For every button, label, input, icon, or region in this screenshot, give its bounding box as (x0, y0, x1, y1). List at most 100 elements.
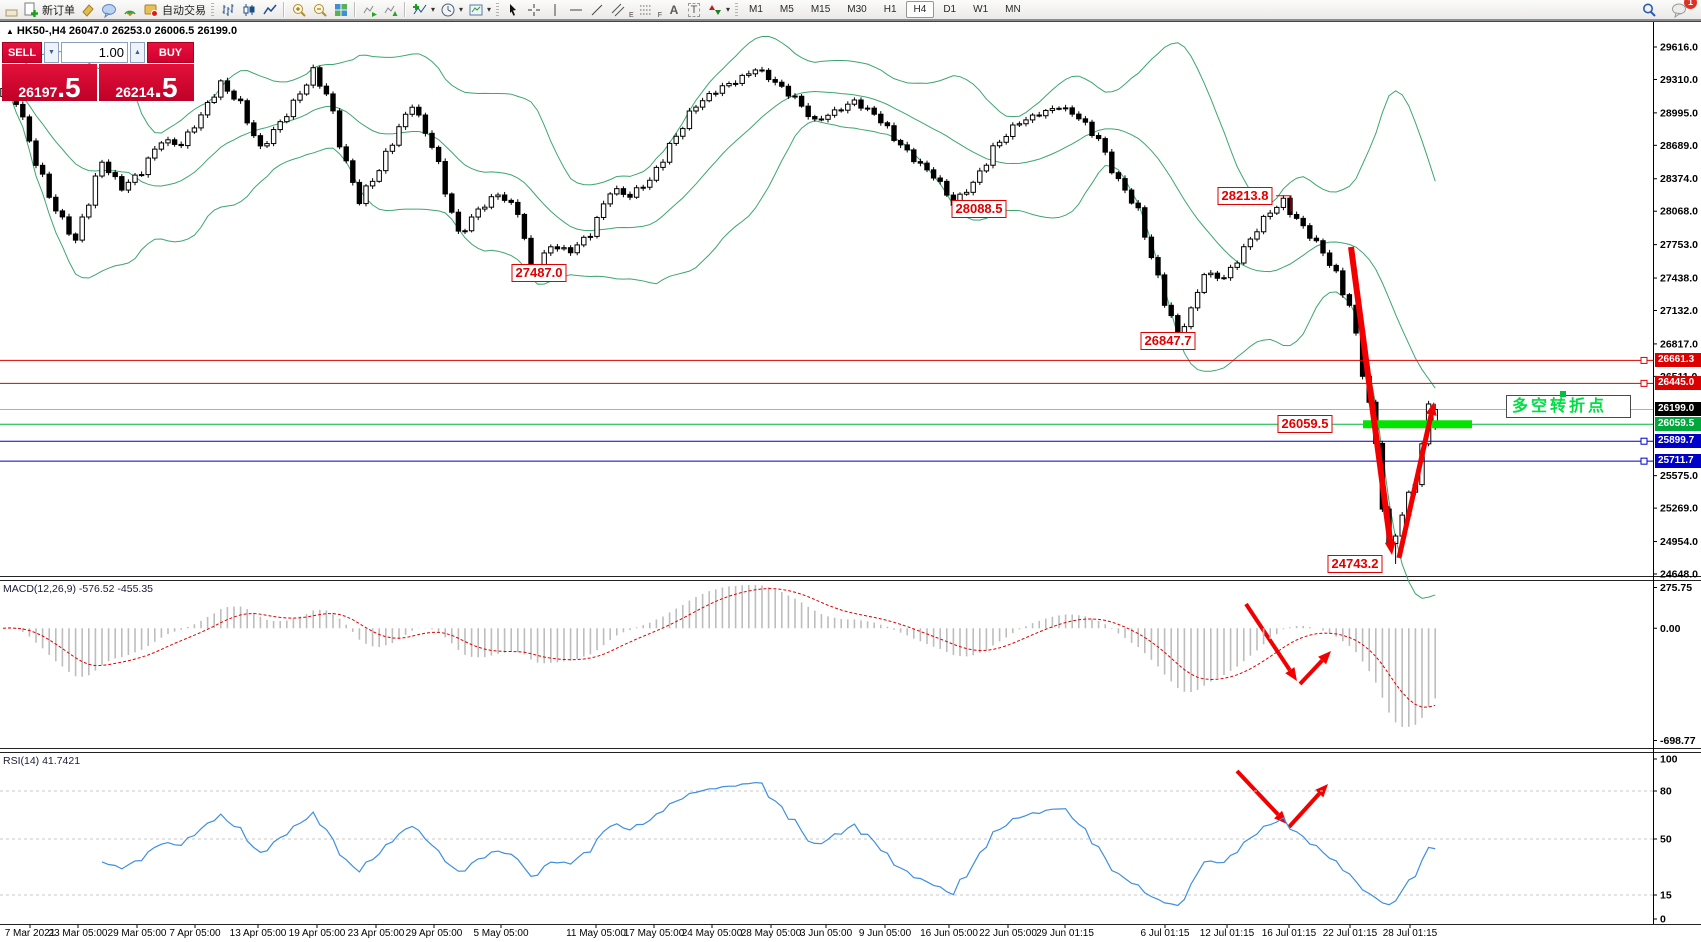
bollinger-bands (2, 35, 1436, 599)
timeframe-h4-button[interactable]: H4 (905, 1, 935, 18)
vertical-line-tool-button[interactable] (544, 1, 565, 19)
hline-handle[interactable] (1640, 356, 1648, 364)
dropdown-icon: ▾ (459, 5, 464, 14)
svg-text:22 Jul 01:15: 22 Jul 01:15 (1323, 928, 1378, 939)
price-callout-label[interactable]: 28213.8 (1217, 186, 1273, 205)
toolbar-grip (211, 3, 214, 16)
fibonacci-tool-button[interactable]: F (636, 1, 664, 19)
buy-price[interactable]: 26214.5 (99, 64, 194, 102)
timeframe-h1-button[interactable]: H1 (883, 4, 897, 15)
indicators-button[interactable]: ▾ (409, 1, 437, 19)
channel-icon (609, 2, 626, 18)
svg-text:0.00: 0.00 (1660, 623, 1681, 635)
text-tool-button[interactable]: A (664, 1, 684, 19)
svg-text:100: 100 (1660, 754, 1678, 766)
auto-trading-button[interactable]: 自动交易 (140, 1, 208, 19)
svg-text:22 Jun 05:00: 22 Jun 05:00 (979, 928, 1037, 939)
cursor-tool-button[interactable] (502, 1, 523, 19)
template-icon (467, 2, 484, 18)
zoom-out-button[interactable] (309, 1, 330, 19)
buy-button[interactable]: BUY (147, 42, 194, 63)
auto-scroll-button[interactable] (359, 1, 380, 19)
timeframe-mn-button[interactable]: MN (1005, 4, 1021, 15)
svg-text:29 Apr 05:00: 29 Apr 05:00 (406, 928, 463, 939)
timeframe-m15-button[interactable]: M15 (810, 4, 831, 15)
trendline-tool-button[interactable] (586, 1, 607, 19)
svg-text:7 Apr 05:00: 7 Apr 05:00 (169, 928, 221, 939)
annotation-selection-handle[interactable] (1559, 391, 1566, 397)
price-callout-label[interactable]: 26059.5 (1277, 415, 1333, 434)
arrows-tool-button[interactable]: ▾ (704, 1, 732, 19)
sell-price[interactable]: 26197.5 (2, 64, 97, 102)
hline-handle[interactable] (1640, 437, 1648, 445)
svg-text:26817.0: 26817.0 (1660, 338, 1698, 350)
bar-chart-button[interactable] (217, 1, 238, 19)
eraser-button[interactable] (77, 1, 98, 19)
annotation-text[interactable]: 多空转折点 (1506, 395, 1631, 418)
hline-handle[interactable] (1640, 379, 1648, 387)
tile-windows-button[interactable] (330, 1, 351, 19)
price-callout-label[interactable]: 28088.5 (951, 200, 1007, 219)
line-chart-icon (261, 2, 278, 18)
timeframe-m5-button[interactable]: M5 (779, 4, 794, 15)
spin-down-icon: ▼ (48, 49, 55, 56)
trend-arrow[interactable] (1298, 651, 1331, 686)
svg-text:11 May 05:00: 11 May 05:00 (566, 928, 626, 939)
candlestick-chart-button[interactable] (238, 1, 259, 19)
crosshair-tool-button[interactable] (523, 1, 544, 19)
timeframe-d1-button[interactable]: D1 (943, 4, 957, 15)
svg-text:28068.0: 28068.0 (1660, 206, 1698, 218)
zoom-in-button[interactable] (288, 1, 309, 19)
symbol-ohlc-text: HK50-,H4 26047.0 26253.0 26006.5 26199.0 (16, 25, 238, 37)
price-callout-label[interactable]: 26847.7 (1140, 331, 1196, 350)
trend-arrow[interactable] (1244, 602, 1297, 681)
svg-text:15: 15 (1660, 890, 1672, 902)
price-axis: 29616.0 29310.0 28995.0 28689.0 28374.0 28068… (1653, 42, 1698, 926)
volume-decrease-button[interactable]: ▼ (44, 42, 59, 63)
timeframe-w1-button[interactable]: W1 (973, 4, 989, 15)
chart-shift-button[interactable] (380, 1, 401, 19)
trend-arrow[interactable] (1287, 784, 1328, 829)
spin-up-icon: ▲ (134, 49, 141, 56)
channel-tool-button[interactable]: E (607, 1, 636, 19)
hline-handle[interactable] (1640, 457, 1648, 465)
svg-text:29310.0: 29310.0 (1660, 74, 1698, 86)
line-chart-button[interactable] (259, 1, 280, 19)
volume-input[interactable] (61, 42, 128, 63)
notifications-button[interactable]: 1 (1669, 0, 1697, 19)
svg-text:27132.0: 27132.0 (1660, 305, 1698, 317)
community-button[interactable] (98, 1, 119, 19)
svg-text:27438.0: 27438.0 (1660, 273, 1698, 285)
price-callout-label[interactable]: 24743.2 (1327, 554, 1383, 573)
search-button[interactable] (1638, 1, 1659, 19)
signals-button[interactable] (119, 1, 140, 19)
trend-arrow[interactable] (1396, 402, 1437, 559)
one-click-trading-panel: SELL ▼ ▲ BUY 26197.5 26214.5 (2, 42, 194, 102)
new-order-label: 新订单 (42, 4, 75, 17)
toolbar-grip (496, 3, 500, 16)
volume-increase-button[interactable]: ▲ (130, 42, 145, 63)
templates-button[interactable]: ▾ (465, 1, 493, 19)
trend-arrow[interactable] (1235, 769, 1287, 824)
svg-text:28995.0: 28995.0 (1660, 107, 1698, 119)
green-highlight-zone[interactable] (1363, 420, 1472, 429)
new-order-button[interactable]: 新订单 (20, 1, 77, 19)
svg-text:16 Jul 01:15: 16 Jul 01:15 (1262, 928, 1317, 939)
svg-text:3 Jun 05:00: 3 Jun 05:00 (800, 928, 853, 939)
label-tool-button[interactable]: T (684, 1, 704, 19)
svg-text:5 May 05:00: 5 May 05:00 (473, 928, 528, 939)
timeframe-m1-button[interactable]: M1 (749, 4, 763, 15)
price-callout-label[interactable]: 27487.0 (511, 263, 567, 282)
cursor-icon (504, 2, 521, 18)
horizontal-line-tool-button[interactable] (565, 1, 586, 19)
timeframe-m30-button[interactable]: M30 (847, 4, 867, 15)
chat-cloud-icon (100, 2, 117, 18)
auto-trading-icon (142, 2, 159, 18)
callout-connector (1276, 195, 1292, 212)
periods-button[interactable]: ▾ (437, 1, 465, 19)
trend-arrow[interactable] (1348, 246, 1396, 555)
chart-shift-icon (382, 2, 399, 18)
sell-button[interactable]: SELL (2, 42, 42, 63)
